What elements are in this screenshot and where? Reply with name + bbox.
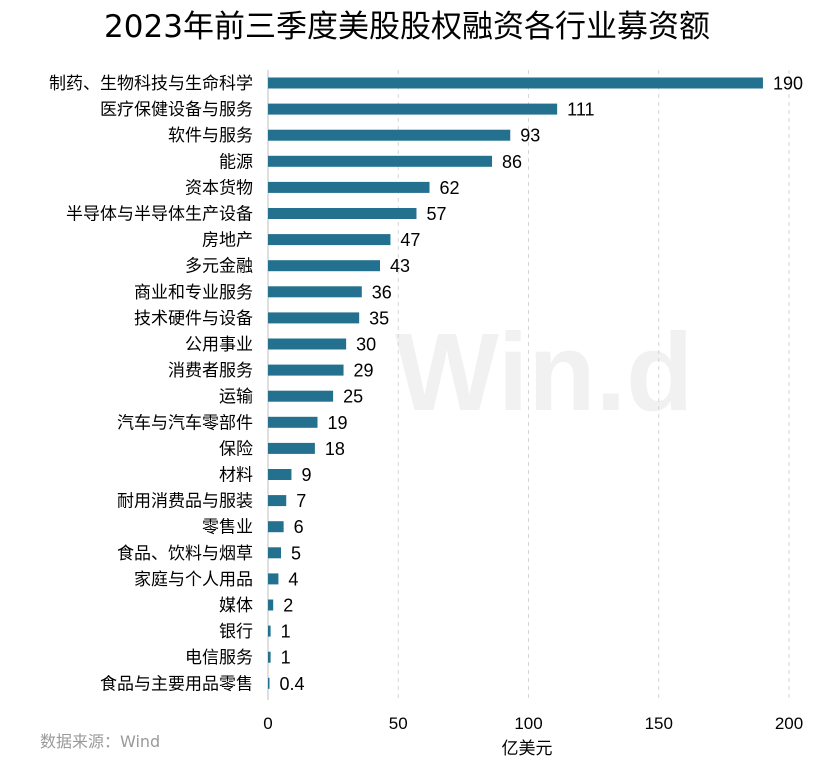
value-label: 35 [369,308,389,328]
bar [268,234,391,246]
value-label: 62 [440,178,460,198]
category-label: 商业和专业服务 [134,283,253,303]
chart-title: 2023年前三季度美股股权融资各行业募资额 [104,9,710,45]
value-label: 57 [426,204,446,224]
bar [268,625,271,637]
category-label: 医疗保健设备与服务 [100,100,253,120]
category-label: 零售业 [202,518,253,538]
x-tick-label: 50 [389,714,408,733]
value-label: 25 [343,387,363,407]
category-label: 制药、生物科技与生命科学 [49,74,253,94]
value-label: 47 [400,230,420,250]
value-label: 1 [281,648,291,668]
bar [268,103,558,115]
value-label: 190 [773,74,803,94]
category-label: 多元金融 [185,257,253,277]
bars [268,77,763,689]
x-axis-label: 亿美元 [502,739,553,759]
bar [268,651,271,663]
value-label: 86 [502,152,522,172]
category-labels: 制药、生物科技与生命科学医疗保健设备与服务软件与服务能源资本货物半导体与半导体生… [49,74,253,694]
bar [268,208,417,219]
value-label: 0.4 [280,674,305,694]
category-label: 食品与主要用品零售 [100,674,253,694]
bar [268,442,315,454]
value-label: 29 [354,361,374,381]
grid-lines [267,70,790,700]
value-label: 43 [390,256,410,276]
bar [268,312,360,324]
category-label: 资本货物 [185,178,253,198]
category-label: 保险 [219,439,253,459]
category-label: 运输 [219,387,253,407]
x-tick-label: 200 [775,714,803,733]
value-label: 111 [567,100,594,120]
category-label: 家庭与个人用品 [134,570,253,590]
bar [268,129,511,141]
category-label: 能源 [219,152,253,172]
x-axis-ticks: 0 50 100 150 200 [263,714,803,733]
source-note: 数据来源：Wind [40,732,160,751]
bar [268,495,287,507]
value-label: 30 [356,335,376,355]
category-label: 房地产 [202,231,253,251]
value-label: 36 [372,282,392,302]
category-label: 半导体与半导体生产设备 [66,205,253,225]
value-label: 1 [281,622,291,642]
category-label: 食品、饮料与烟草 [117,544,253,564]
x-tick-label: 150 [645,714,673,733]
bar [268,155,493,167]
value-label: 5 [291,543,301,563]
bar [268,573,279,585]
bar [268,390,334,402]
category-label: 银行 [219,622,253,642]
category-label: 公用事业 [185,335,253,355]
category-label: 耐用消费品与服装 [117,492,253,512]
bar [268,338,347,350]
value-label: 19 [327,413,347,433]
value-label: 6 [294,517,304,537]
value-labels: 190 111 93 86 62 57 47 43 36 35 30 29 25 19 18 9 7 6 5 4 2 1 1… [280,74,803,694]
value-label: 93 [520,126,540,146]
value-label: 18 [325,439,345,459]
bar [268,599,274,611]
category-label: 软件与服务 [168,126,253,146]
bar [268,77,763,89]
category-label: 材料 [219,466,253,486]
value-label: 7 [296,491,306,511]
category-label: 媒体 [219,596,253,616]
bar [268,677,270,689]
x-tick-label: 0 [263,714,272,733]
category-label: 汽车与汽车零部件 [117,413,253,433]
bar [268,181,430,193]
value-label: 4 [288,569,298,589]
bar [268,521,284,533]
category-label: 电信服务 [185,648,253,668]
category-label: 技术硬件与设备 [134,309,253,329]
bar [268,547,282,559]
value-label: 9 [301,465,311,485]
value-label: 2 [283,596,293,616]
bar [268,416,318,428]
bar [268,469,292,480]
watermark: Win.d [395,311,693,434]
x-tick-label: 100 [514,714,542,733]
category-label: 消费者服务 [168,361,253,381]
bar [268,364,344,376]
bar [268,260,381,272]
bar [268,286,362,298]
